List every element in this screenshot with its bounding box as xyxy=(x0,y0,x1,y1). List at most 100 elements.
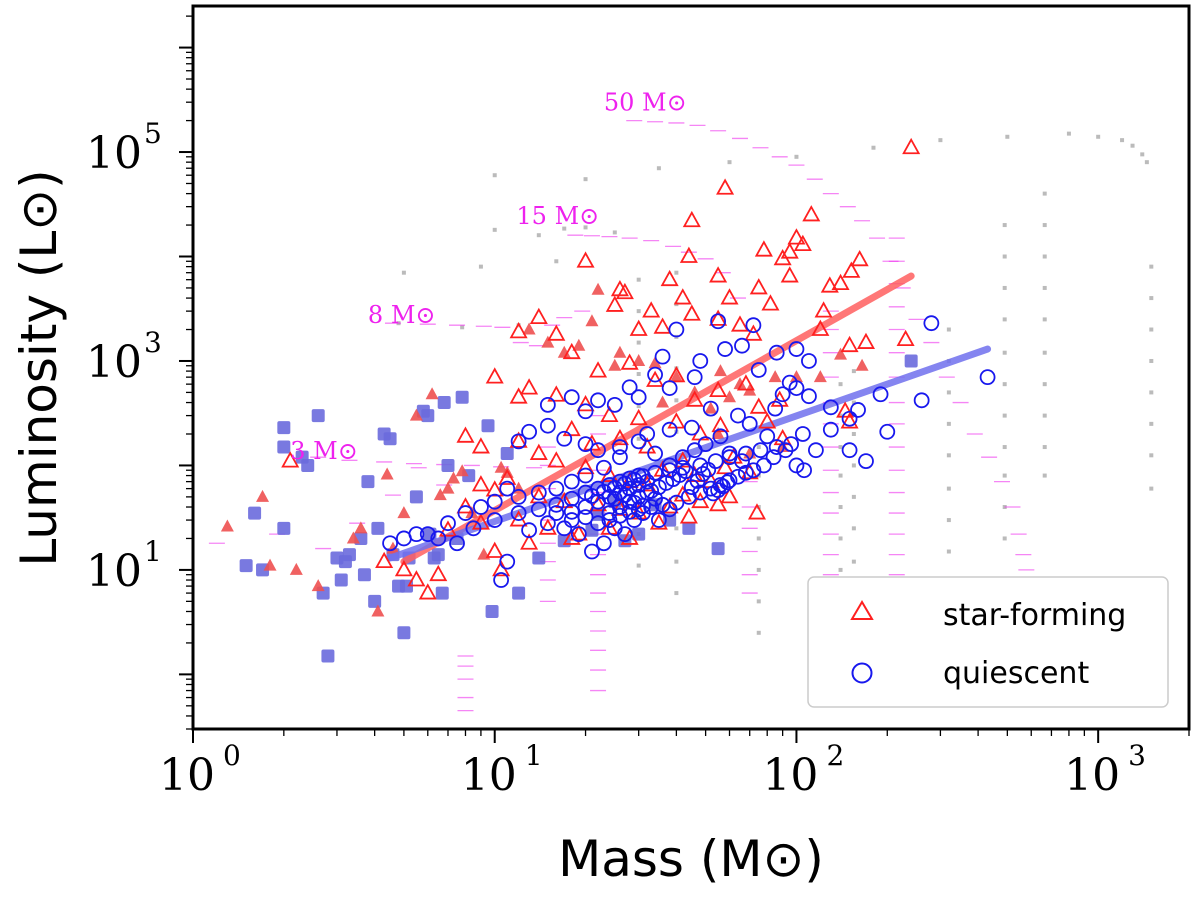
y-tick-exponent: 3 xyxy=(144,326,162,359)
point-grey-tracks xyxy=(562,226,567,231)
point-filled-blue xyxy=(441,458,455,472)
point-grey-tracks xyxy=(1149,390,1154,395)
point-quiescent xyxy=(639,426,656,442)
axis-ticks xyxy=(179,15,1190,743)
point-star-forming xyxy=(653,460,672,477)
point-star-forming xyxy=(620,528,639,545)
point-quiescent xyxy=(584,543,600,560)
point-quiescent xyxy=(601,512,618,528)
point-filled-blue xyxy=(431,548,445,562)
point-star-forming xyxy=(509,387,528,404)
point-filled-red xyxy=(541,335,555,348)
point-quiescent xyxy=(457,505,474,521)
point-quiescent xyxy=(710,313,727,330)
point-grey-tracks xyxy=(946,421,951,426)
point-quiescent xyxy=(668,321,685,338)
point-grey-tracks xyxy=(1149,296,1154,301)
point-grey-tracks xyxy=(636,563,641,568)
point-filled-blue xyxy=(277,440,291,454)
y-tick-label: 10 xyxy=(86,337,142,388)
point-filled-red xyxy=(656,395,670,408)
point-grey-tracks xyxy=(1096,134,1101,139)
point-star-forming xyxy=(730,315,750,332)
point-grey-tracks xyxy=(1042,317,1047,322)
point-star-forming xyxy=(649,513,668,530)
track-labels: 3 M⊙ 8 M⊙ 15 M⊙ 50 M⊙ xyxy=(290,88,687,465)
point-quiescent xyxy=(449,535,465,552)
point-quiescent xyxy=(612,439,628,455)
point-filled-blue xyxy=(277,421,291,435)
point-star-forming xyxy=(485,367,504,384)
point-quiescent xyxy=(616,526,633,543)
point-filled-blue xyxy=(711,542,725,556)
point-quiescent xyxy=(563,490,580,507)
point-grey-tracks xyxy=(583,177,588,182)
point-quiescent xyxy=(539,515,556,532)
point-grey-tracks xyxy=(1002,285,1007,290)
point-quiescent xyxy=(872,386,889,403)
point-grey-tracks xyxy=(946,453,951,458)
point-star-forming xyxy=(720,487,739,504)
point-quiescent xyxy=(841,442,858,459)
point-star-forming xyxy=(780,266,799,283)
point-quiescent xyxy=(710,482,727,499)
point-star-forming xyxy=(281,451,300,468)
point-star-forming xyxy=(509,431,528,448)
point-filled-red xyxy=(289,562,303,575)
point-star-forming xyxy=(758,412,777,429)
point-filled-red xyxy=(813,370,827,383)
point-star-forming xyxy=(646,370,665,387)
point-star-forming xyxy=(509,322,528,339)
point-quiescent xyxy=(650,512,667,528)
point-quiescent xyxy=(499,553,516,570)
point-star-forming xyxy=(787,228,806,245)
point-quiescent xyxy=(473,499,489,515)
point-star-forming xyxy=(471,437,490,454)
point-grey-tracks xyxy=(756,599,761,604)
point-grey-tracks xyxy=(1066,131,1071,136)
point-quiescent xyxy=(408,526,425,543)
point-quiescent xyxy=(563,473,580,490)
point-star-forming xyxy=(547,385,566,402)
point-filled-blue xyxy=(682,521,696,535)
point-grey-tracks xyxy=(636,404,641,409)
point-filled-red xyxy=(723,390,737,403)
point-quiescent xyxy=(606,396,623,413)
y-tick-label: 10 xyxy=(86,128,142,179)
point-grey-tracks xyxy=(1002,382,1007,387)
point-star-forming xyxy=(610,428,629,446)
point-grey-tracks xyxy=(1144,160,1149,165)
point-quiescent xyxy=(563,389,580,406)
point-star-forming xyxy=(754,240,773,257)
point-quiescent xyxy=(730,407,746,424)
point-grey-tracks xyxy=(946,549,951,554)
point-quiescent xyxy=(647,366,663,383)
point-filled-red xyxy=(354,521,368,534)
point-quiescent xyxy=(563,503,580,520)
point-grey-tracks xyxy=(1149,327,1154,332)
point-quiescent xyxy=(530,484,547,501)
point-star-forming xyxy=(569,524,588,541)
point-star-forming xyxy=(811,319,830,336)
point-star-forming xyxy=(842,261,861,278)
point-star-forming xyxy=(709,309,728,326)
point-star-forming xyxy=(529,443,548,460)
point-grey-tracks xyxy=(1130,143,1135,148)
point-quiescent xyxy=(683,419,700,436)
point-star-forming xyxy=(471,475,490,492)
point-grey-tracks xyxy=(871,145,876,150)
point-filled-red xyxy=(256,489,270,502)
point-quiescent xyxy=(721,449,738,466)
point-grey-tracks xyxy=(838,567,843,572)
point-quiescent xyxy=(755,457,772,474)
point-star-forming xyxy=(576,457,595,475)
point-quiescent xyxy=(577,436,594,453)
point-grey-tracks xyxy=(756,630,761,635)
point-filled-red xyxy=(711,426,725,439)
point-filled-red xyxy=(494,460,508,473)
point-quiescent xyxy=(858,453,874,470)
point-grey-tracks xyxy=(838,445,843,450)
point-star-forming xyxy=(744,324,763,341)
point-quiescent xyxy=(741,415,758,432)
point-quiescent xyxy=(590,515,606,532)
